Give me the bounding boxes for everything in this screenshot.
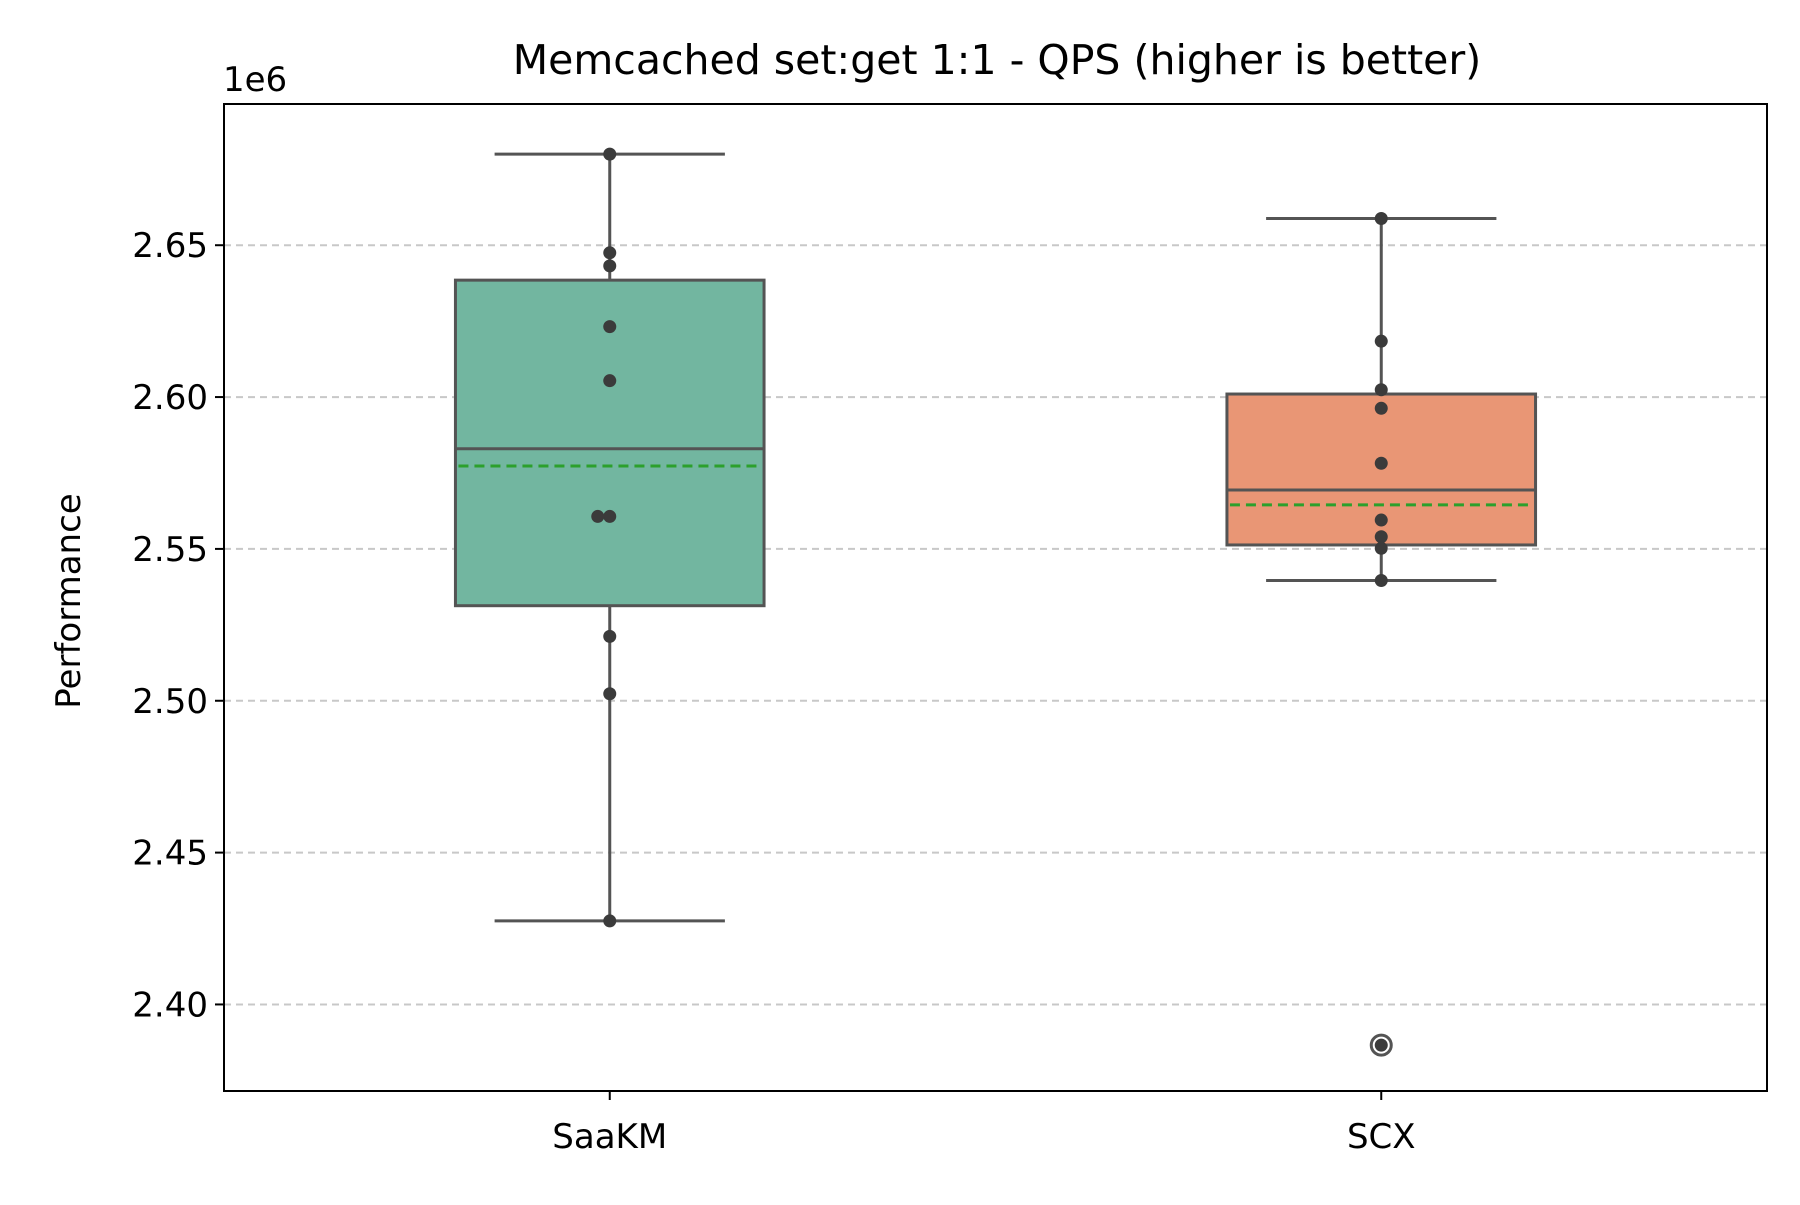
y-tick-label: 2.65 bbox=[132, 226, 208, 266]
boxes bbox=[453, 152, 1538, 1057]
x-axis-ticks: SaaKM SCX bbox=[552, 1091, 1416, 1157]
data-point bbox=[1374, 573, 1388, 587]
y-tick-label: 2.60 bbox=[132, 378, 208, 418]
data-point bbox=[603, 629, 617, 643]
data-point bbox=[603, 147, 617, 161]
y-axis-offset-label: 1e6 bbox=[223, 60, 287, 100]
data-point bbox=[603, 509, 617, 523]
y-tick-label: 2.45 bbox=[132, 834, 208, 874]
y-axis-ticks: 2.40 2.45 2.50 2.55 2.60 2.65 bbox=[132, 226, 224, 1025]
data-point bbox=[1374, 456, 1388, 470]
iqr-box bbox=[453, 278, 766, 608]
data-point bbox=[1374, 334, 1388, 348]
box-saakm bbox=[453, 152, 766, 923]
data-point bbox=[603, 374, 617, 388]
data-point bbox=[1374, 541, 1388, 555]
x-tick-label: SCX bbox=[1347, 1117, 1416, 1157]
plot-area-frame bbox=[223, 103, 1768, 1092]
data-point bbox=[603, 259, 617, 273]
y-axis-label: Performance bbox=[49, 493, 89, 708]
x-tick-label: SaaKM bbox=[552, 1117, 667, 1157]
y-tick-label: 2.40 bbox=[132, 985, 208, 1025]
data-points bbox=[591, 147, 1388, 1052]
data-point bbox=[591, 509, 605, 523]
y-tick-label: 2.50 bbox=[132, 682, 208, 722]
data-point bbox=[1374, 383, 1388, 397]
data-point bbox=[1374, 530, 1388, 544]
data-point bbox=[1374, 513, 1388, 527]
data-point bbox=[1374, 401, 1388, 415]
data-point bbox=[1374, 1038, 1388, 1052]
data-point bbox=[1374, 211, 1388, 225]
outlier-marker bbox=[1369, 1033, 1393, 1057]
data-point bbox=[603, 320, 617, 334]
chart-title: Memcached set:get 1:1 - QPS (higher is b… bbox=[513, 36, 1482, 84]
data-point bbox=[603, 914, 617, 928]
data-point bbox=[603, 687, 617, 701]
data-point bbox=[603, 246, 617, 260]
y-tick-label: 2.55 bbox=[132, 530, 208, 570]
